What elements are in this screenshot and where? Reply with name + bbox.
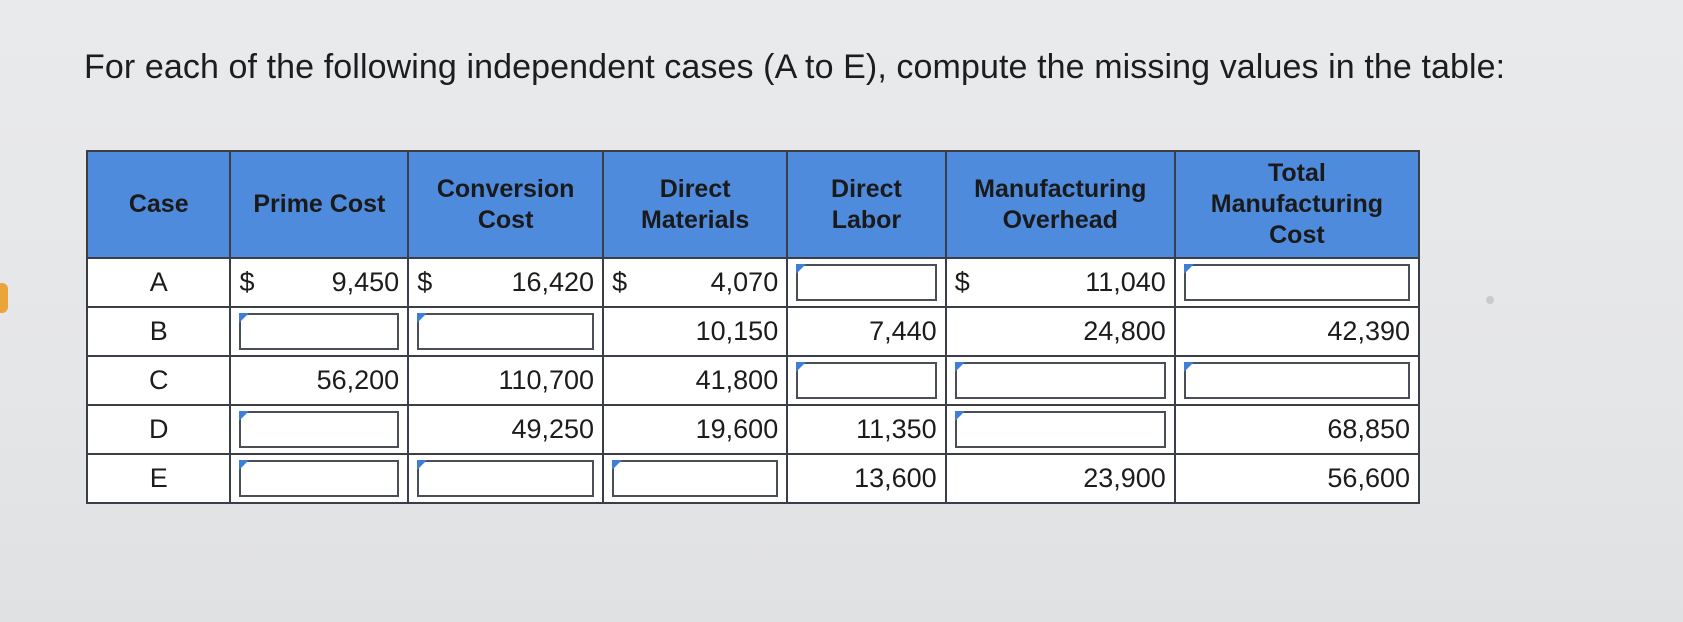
value-cell-manufacturing-overhead: 24,800: [944, 306, 1176, 357]
header-total-manufacturing-cost: Total Manufacturing Cost: [1173, 150, 1421, 259]
case-label: B: [85, 306, 232, 357]
value-cell-direct-materials: $4,070: [602, 257, 789, 308]
cell-value: 10,150: [695, 316, 779, 346]
answer-cell-conversion-cost: [407, 453, 605, 504]
answer-cell-prime-cost: [229, 404, 410, 455]
value-cell-direct-labor: 7,440: [786, 306, 947, 357]
table-row: E 13,600 23,900 56,600: [85, 453, 1421, 504]
answer-cell-direct-labor: [786, 257, 947, 308]
value-cell-direct-materials: 41,800: [602, 355, 789, 406]
value-cell-prime-cost: 56,200: [229, 355, 410, 406]
answer-input-prime-cost[interactable]: [239, 460, 400, 497]
answer-cell-conversion-cost: [407, 306, 605, 357]
cell-value: 19,600: [695, 414, 779, 444]
value-cell-conversion-cost: 110,700: [407, 355, 605, 406]
answer-input-prime-cost[interactable]: [239, 313, 400, 350]
cell-value: 4,070: [710, 267, 779, 297]
table-row: C 56,200 110,700 41,800: [85, 355, 1421, 406]
dollar-sign: $: [954, 267, 970, 297]
cell-value: 7,440: [869, 316, 937, 346]
answer-cell-prime-cost: [229, 306, 410, 357]
value-cell-total-manufacturing-cost: 68,850: [1173, 404, 1421, 455]
answer-input-conversion-cost[interactable]: [417, 460, 595, 497]
case-label: D: [85, 404, 232, 455]
table-row: A $9,450 $16,420 $4,070 $11,040: [85, 257, 1421, 308]
cell-value: 49,250: [511, 414, 595, 444]
dollar-sign: $: [239, 267, 255, 297]
cell-value: 68,850: [1327, 414, 1410, 444]
answer-cell-total-manufacturing-cost: [1173, 355, 1421, 406]
answer-cell-manufacturing-overhead: [944, 355, 1176, 406]
answer-input-total-manufacturing-cost[interactable]: [1183, 362, 1410, 399]
instruction-text: For each of the following independent ca…: [84, 48, 1506, 86]
answer-input-direct-labor[interactable]: [796, 362, 937, 399]
value-cell-manufacturing-overhead: 23,900: [944, 453, 1176, 504]
case-label: E: [85, 453, 232, 504]
cell-value: 42,390: [1327, 316, 1410, 346]
answer-input-total-manufacturing-cost[interactable]: [1183, 264, 1410, 301]
header-prime-cost: Prime Cost: [229, 150, 410, 259]
header-direct-labor: Direct Labor: [786, 150, 947, 259]
header-direct-materials: Direct Materials: [602, 150, 789, 259]
table-row: B 10,150 7,440 24,800 42,390: [85, 306, 1421, 357]
table-body: A $9,450 $16,420 $4,070 $11,040 B 10,150 7,440 2…: [85, 257, 1421, 504]
cell-value: 56,600: [1327, 463, 1410, 493]
cost-table: Case Prime Cost Conversion Cost Direct M…: [85, 150, 1421, 504]
answer-input-manufacturing-overhead[interactable]: [954, 362, 1166, 399]
answer-cell-total-manufacturing-cost: [1173, 257, 1421, 308]
cell-value: 41,800: [695, 365, 779, 395]
answer-input-conversion-cost[interactable]: [417, 313, 595, 350]
value-cell-total-manufacturing-cost: 42,390: [1173, 306, 1421, 357]
header-row: Case Prime Cost Conversion Cost Direct M…: [85, 150, 1421, 259]
table-row: D 49,250 19,600 11,350 68,850: [85, 404, 1421, 455]
value-cell-direct-labor: 11,350: [786, 404, 947, 455]
cell-value: 9,450: [331, 267, 400, 297]
answer-input-direct-labor[interactable]: [796, 264, 937, 301]
value-cell-conversion-cost: $16,420: [407, 257, 605, 308]
cell-value: 16,420: [511, 267, 595, 297]
cell-value: 23,900: [1083, 463, 1166, 493]
cost-table-container: Case Prime Cost Conversion Cost Direct M…: [85, 150, 1421, 522]
answer-input-direct-materials[interactable]: [612, 460, 779, 497]
value-cell-total-manufacturing-cost: 56,600: [1173, 453, 1421, 504]
answer-input-manufacturing-overhead[interactable]: [954, 411, 1166, 448]
answer-cell-direct-labor: [786, 355, 947, 406]
answer-cell-manufacturing-overhead: [944, 404, 1176, 455]
background-dot: [1486, 296, 1494, 304]
value-cell-direct-materials: 19,600: [602, 404, 789, 455]
cell-value: 24,800: [1083, 316, 1166, 346]
case-label: C: [85, 355, 232, 406]
cell-value: 11,350: [856, 414, 937, 444]
question-marker: [0, 283, 8, 313]
answer-cell-direct-materials: [602, 453, 789, 504]
cell-value: 110,700: [498, 365, 595, 395]
header-manufacturing-overhead: Manufacturing Overhead: [944, 150, 1176, 259]
header-conversion-cost: Conversion Cost: [407, 150, 605, 259]
value-cell-direct-labor: 13,600: [786, 453, 947, 504]
answer-input-prime-cost[interactable]: [239, 411, 400, 448]
value-cell-prime-cost: $9,450: [229, 257, 410, 308]
cell-value: 13,600: [854, 463, 937, 493]
cell-value: 56,200: [316, 365, 400, 395]
dollar-sign: $: [612, 267, 628, 297]
value-cell-conversion-cost: 49,250: [407, 404, 605, 455]
case-label: A: [85, 257, 232, 308]
value-cell-direct-materials: 10,150: [602, 306, 789, 357]
value-cell-manufacturing-overhead: $11,040: [944, 257, 1176, 308]
dollar-sign: $: [417, 267, 433, 297]
cell-value: 11,040: [1085, 267, 1166, 297]
answer-cell-prime-cost: [229, 453, 410, 504]
header-case: Case: [85, 150, 232, 259]
